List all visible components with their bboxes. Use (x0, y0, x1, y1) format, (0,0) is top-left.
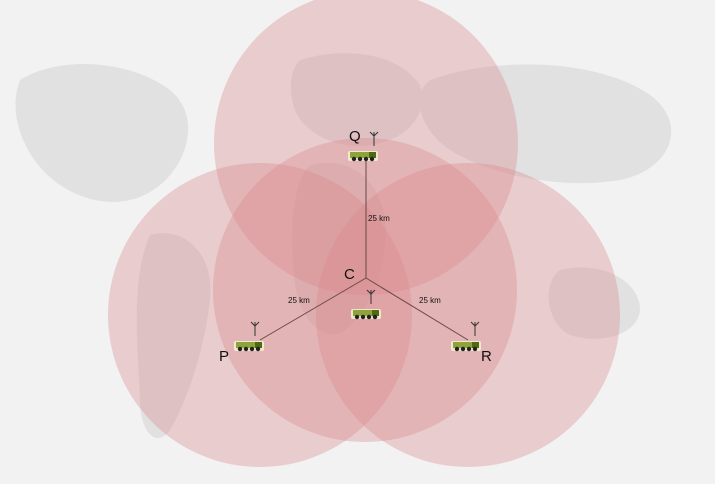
radio-truck-icon (348, 151, 378, 162)
links (259, 160, 469, 341)
node-label-q: Q (349, 128, 361, 145)
distance-label-c-r: 25 km (419, 296, 441, 305)
coverage-circle-c (213, 138, 517, 442)
radio-truck-icon (451, 341, 481, 352)
coverage-circle-p (108, 163, 412, 467)
coverage-circle-r (316, 163, 620, 467)
distance-label-c-p: 25 km (288, 296, 310, 305)
distance-label-c-q: 25 km (368, 214, 390, 223)
coverage-circle-q (214, 0, 518, 295)
node-label-p: P (219, 348, 229, 365)
link-c-r (365, 277, 469, 341)
radio-truck-icon (234, 341, 264, 352)
node-label-r: R (481, 348, 492, 365)
radio-truck-icon (351, 309, 381, 320)
link-c-p (259, 277, 367, 341)
coverage-circles (108, 0, 620, 467)
node-label-c: C (344, 266, 355, 283)
world-map-silhouette (15, 53, 672, 439)
